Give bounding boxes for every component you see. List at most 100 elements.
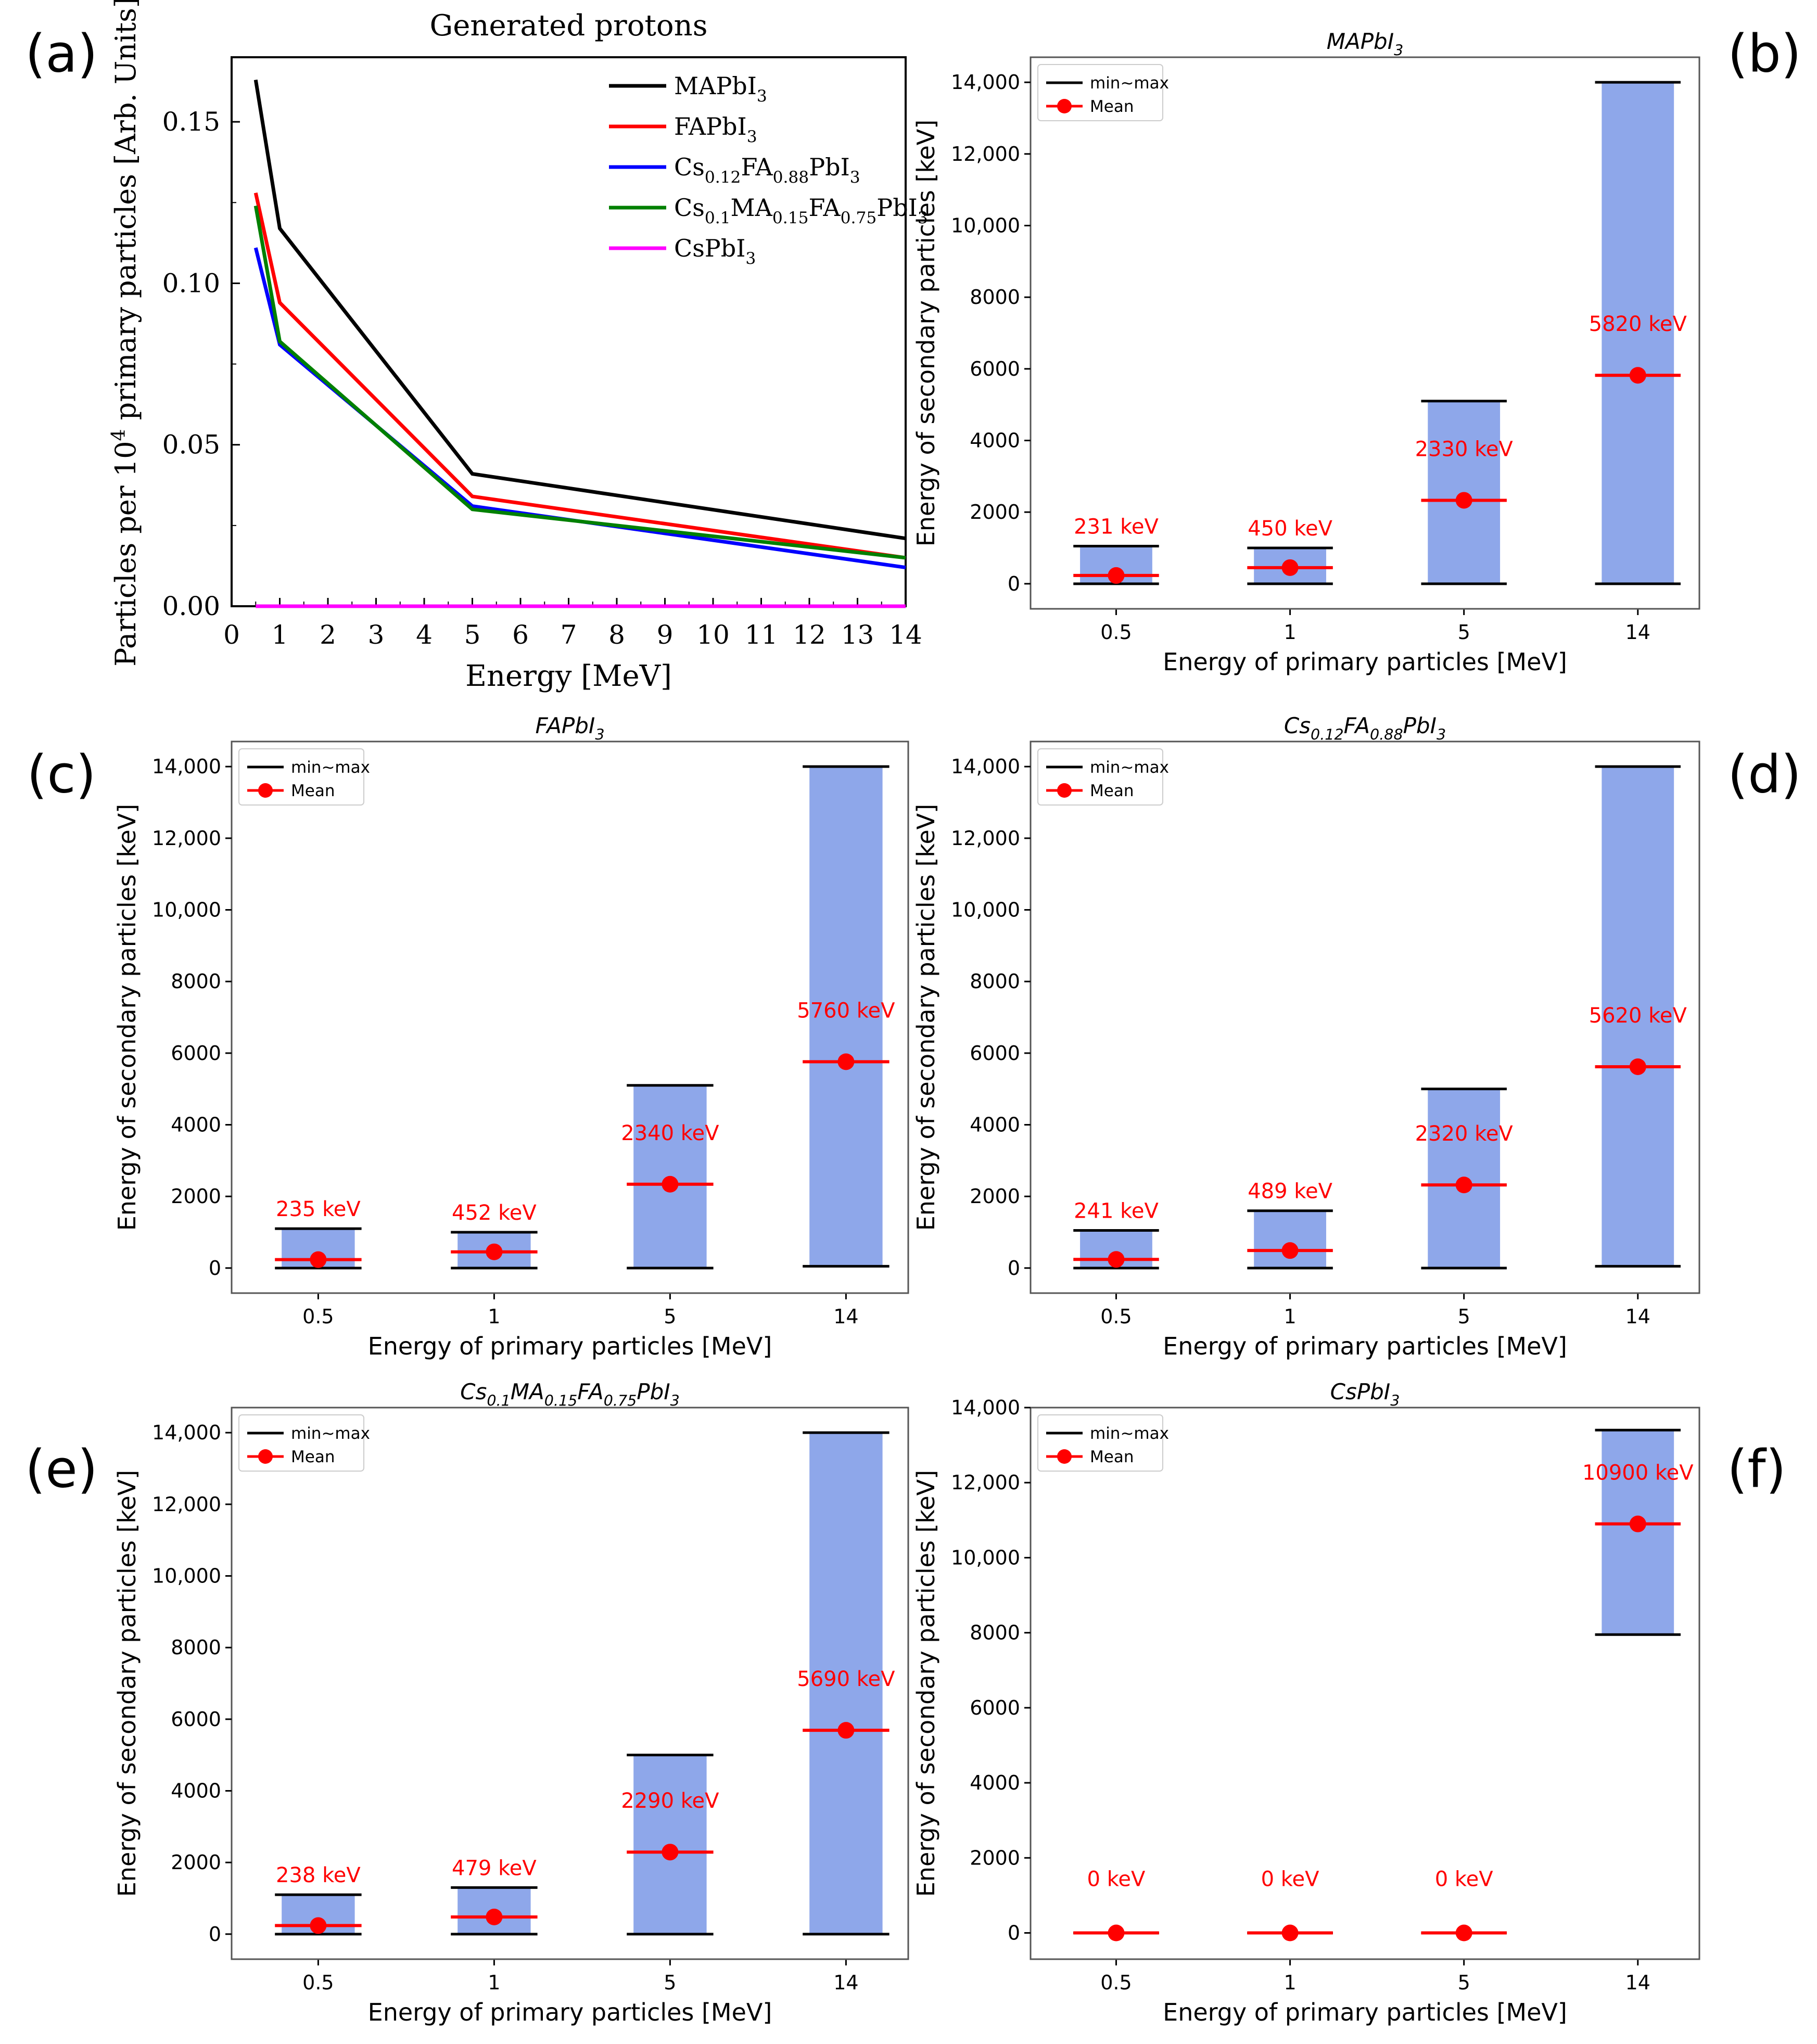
mean-value-label: 2320 keV: [1415, 1122, 1514, 1146]
x-tick-label: 0.5: [302, 1971, 334, 1994]
legend-label-minmax: min~max: [1090, 758, 1169, 777]
y-tick-label: 0: [209, 1923, 221, 1946]
y-tick-label: 2000: [970, 501, 1020, 523]
y-tick-label: 12,000: [951, 143, 1020, 165]
mean-marker: [662, 1844, 679, 1861]
x-tick-label: 12: [793, 620, 826, 650]
x-tick-label: 14: [1625, 1305, 1650, 1328]
mean-marker: [486, 1243, 503, 1260]
x-tick-label: 11: [745, 620, 778, 650]
plot-frame: [231, 1407, 909, 1960]
y-tick-label: 8000: [171, 1636, 221, 1659]
mean-value-label: 5820 keV: [1589, 312, 1687, 336]
y-tick-label: 10,000: [951, 899, 1020, 922]
bar-chart-f: 0 keV 0.5 0 keV 1 0 keV 5 10900 keV 14 0 2000 4000…: [912, 1379, 1700, 2026]
x-tick-label: 1: [1284, 1305, 1296, 1328]
y-tick-label: 0: [1008, 1922, 1020, 1945]
mean-marker: [486, 1908, 503, 1925]
y-tick-label: 10,000: [951, 214, 1020, 237]
y-axis-label: Energy of secondary particles [keV]: [912, 804, 940, 1231]
x-tick-label: 5: [1458, 621, 1470, 644]
x-tick-label: 14: [889, 620, 922, 650]
bar-chart-c: 235 keV 0.5 452 keV 1 2340 keV 5 5760 keV 14 0 20…: [113, 713, 909, 1360]
panel-label-d: (d): [1727, 744, 1801, 804]
x-tick-label: 13: [841, 620, 874, 650]
x-axis-label: Energy of primary particles [MeV]: [368, 1332, 772, 1360]
mean-value-label: 2330 keV: [1415, 437, 1514, 461]
mean-value-label: 5760 keV: [797, 999, 895, 1023]
legend-label-minmax: min~max: [1090, 74, 1169, 93]
mean-value-label: 2290 keV: [621, 1789, 719, 1813]
x-tick-label: 8: [608, 620, 625, 650]
x-tick-label: 2: [320, 620, 336, 650]
bar-chart-b: 231 keV 0.5 450 keV 1 2330 keV 5 5820 keV 14 0 20…: [912, 29, 1700, 676]
y-tick-label: 0: [209, 1257, 221, 1280]
mean-marker: [1629, 367, 1646, 384]
plot-frame: [1030, 1407, 1700, 1960]
legend-label-mean: Mean: [291, 782, 335, 800]
mean-value-label: 231 keV: [1074, 515, 1159, 539]
chart-title: MAPbI3: [1327, 29, 1404, 59]
x-tick-label: 1: [272, 620, 288, 650]
panel-label-c: (c): [27, 744, 96, 804]
chart-title: Cs0.1MA0.15FA0.75PbI3: [460, 1379, 680, 1410]
mean-marker: [1108, 567, 1125, 584]
x-tick-label: 14: [833, 1305, 858, 1328]
y-tick-label: 6000: [970, 1042, 1020, 1065]
x-tick-label: 4: [416, 620, 433, 650]
y-tick-label: 4000: [970, 1771, 1020, 1794]
mean-marker: [662, 1176, 679, 1193]
y-tick-label: 10,000: [152, 1565, 221, 1588]
y-tick-label: 4000: [171, 1113, 221, 1136]
legend-swatch-mean-marker: [258, 1449, 273, 1464]
y-tick-label: 0: [1008, 1257, 1020, 1280]
mean-marker: [1455, 492, 1472, 509]
legend-swatch-mean-marker: [1057, 99, 1072, 113]
mean-value-label: 479 keV: [452, 1856, 537, 1880]
mean-value-label: 450 keV: [1248, 517, 1332, 541]
x-axis-label: Energy of primary particles [MeV]: [1163, 648, 1567, 676]
x-tick-label: 1: [488, 1305, 500, 1328]
mean-value-label: 2340 keV: [621, 1121, 719, 1145]
legend-label-minmax: min~max: [291, 758, 370, 777]
y-tick-label: 12,000: [152, 827, 221, 850]
panel-label-b: (b): [1727, 23, 1801, 84]
x-axis-label: Energy [MeV]: [465, 659, 672, 693]
y-tick-label: 14,000: [951, 1396, 1020, 1419]
mean-marker: [1629, 1058, 1646, 1075]
x-tick-label: 14: [1625, 1971, 1650, 1994]
mean-value-label: 238 keV: [276, 1863, 361, 1887]
mean-value-label: 0 keV: [1087, 1868, 1146, 1892]
chart-title: Cs0.12FA0.88PbI3: [1284, 713, 1446, 744]
y-tick-label: 0.00: [162, 591, 220, 621]
mean-value-label: 5690 keV: [797, 1667, 895, 1691]
y-tick-label: 12,000: [951, 827, 1020, 850]
mean-marker: [1455, 1924, 1472, 1941]
x-tick-label: 5: [664, 1305, 676, 1328]
y-axis-label: Energy of secondary particles [keV]: [113, 1470, 141, 1897]
y-tick-label: 0.10: [162, 268, 220, 298]
range-bar: [1602, 1430, 1674, 1635]
series-line-Cs0.1MA0.15FA0.75PbI3: [253, 205, 906, 560]
y-tick-label: 8000: [970, 970, 1020, 993]
y-tick-label: 0.15: [162, 107, 220, 137]
panel-label-f: (f): [1727, 1438, 1786, 1499]
plot-frame: [1030, 56, 1700, 610]
y-tick-label: 14,000: [951, 71, 1020, 94]
x-axis-label: Energy of primary particles [MeV]: [1163, 1998, 1567, 2026]
legend-label-minmax: min~max: [291, 1424, 370, 1443]
y-tick-label: 8000: [171, 970, 221, 993]
legend-label-minmax: min~max: [1090, 1424, 1169, 1443]
y-tick-label: 0: [1008, 572, 1020, 595]
legend-swatch-mean-marker: [1057, 783, 1072, 798]
x-axis-label: Energy of primary particles [MeV]: [1163, 1332, 1567, 1360]
legend-label: CsPbI3: [674, 234, 756, 268]
y-tick-label: 4000: [171, 1779, 221, 1802]
mean-marker: [1281, 1924, 1299, 1941]
x-tick-label: 5: [1458, 1971, 1470, 1994]
range-bar: [809, 1433, 883, 1934]
legend-label-mean: Mean: [1090, 97, 1134, 116]
mean-value-label: 0 keV: [1261, 1868, 1320, 1892]
y-tick-label: 14,000: [152, 1421, 221, 1444]
legend-label: Cs0.1MA0.15FA0.75PbI3: [674, 194, 928, 227]
